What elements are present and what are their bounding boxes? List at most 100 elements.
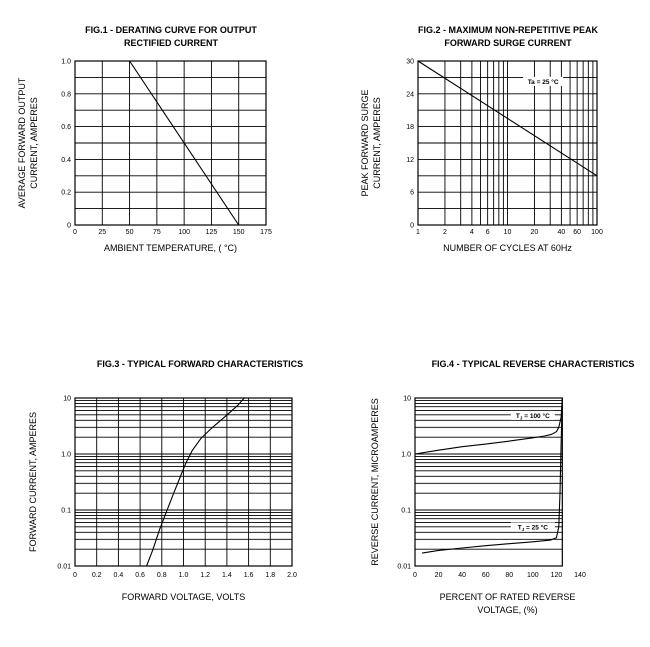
y-tick-label: 0	[410, 223, 414, 230]
series-line	[422, 397, 563, 554]
x-tick-label: 0	[73, 229, 77, 236]
chart-1: FIG.1 - DERATING CURVE FOR OUTPUT RECTIFI…	[17, 25, 272, 253]
x-tick-label: 1.8	[265, 572, 275, 579]
x-axis-label: AMBIENT TEMPERATURE, ( °C)	[104, 243, 237, 253]
x-tick-label: 140	[574, 572, 586, 579]
y-tick-label: 30	[406, 59, 414, 66]
y-tick-label: 24	[406, 91, 414, 98]
series-line	[414, 397, 563, 455]
x-tick-label: 0	[73, 572, 77, 579]
annotation-text: TJ = 100 °C	[516, 412, 550, 421]
y-axis-label: PEAK FORWARD SURGE	[360, 89, 370, 196]
annotation-text: Ta = 25 °C	[528, 78, 559, 86]
x-tick-label: 2	[443, 229, 447, 236]
chart-4: FIG.4 - TYPICAL REVERSE CHARACTERISTICS 0…	[370, 359, 634, 615]
y-tick-label: 0.6	[61, 124, 71, 131]
y-tick-label: 0.01	[57, 564, 71, 571]
chart-title: FORWARD SURGE CURRENT	[444, 38, 572, 48]
x-tick-label: 0	[413, 572, 417, 579]
x-tick-label: 1.0	[179, 572, 189, 579]
x-tick-label: 80	[505, 572, 513, 579]
chart-title: FIG.2 - MAXIMUM NON-REPETITIVE PEAK	[418, 25, 599, 35]
annotation: TJ = 25 °C	[510, 522, 555, 532]
x-tick-label: 40	[557, 229, 565, 236]
x-axis-label: VOLTAGE, (%)	[477, 605, 537, 615]
x-tick-label: 20	[435, 572, 443, 579]
x-tick-label: 60	[573, 229, 581, 236]
x-tick-label: 1.6	[244, 572, 254, 579]
plot-frame	[74, 60, 267, 226]
y-tick-label: 0	[67, 223, 71, 230]
x-tick-label: 40	[458, 572, 466, 579]
y-tick-label: 0.01	[397, 564, 411, 571]
y-axis-label: AVERAGE FORWARD OUTPUT	[17, 77, 27, 208]
x-tick-label: 100	[591, 229, 603, 236]
x-tick-label: 1.4	[222, 572, 232, 579]
y-axis-label: CURRENT, AMPERES	[372, 97, 382, 189]
x-tick-label: 100	[178, 229, 190, 236]
x-tick-label: 10	[504, 229, 512, 236]
x-axis-label: PERCENT OF RATED REVERSE	[440, 592, 576, 602]
annotation-box	[510, 522, 555, 532]
y-axis-label: FORWARD CURRENT, AMPERES	[28, 412, 38, 552]
y-tick-label: 1.0	[61, 452, 71, 459]
series-line	[146, 397, 245, 567]
chart-title: FIG.4 - TYPICAL REVERSE CHARACTERISTICS	[432, 359, 635, 369]
series-line	[417, 60, 598, 177]
y-tick-label: 1.0	[61, 59, 71, 66]
series-line	[75, 60, 240, 226]
annotation-box	[523, 76, 564, 86]
x-tick-label: 75	[153, 229, 161, 236]
plot-frame	[417, 60, 598, 226]
x-tick-label: 120	[551, 572, 563, 579]
chart-title: FIG.3 - TYPICAL FORWARD CHARACTERISTICS	[97, 359, 303, 369]
chart-2: FIG.2 - MAXIMUM NON-REPETITIVE PEAK FORWA…	[360, 25, 603, 253]
y-tick-label: 0.8	[61, 91, 71, 98]
x-tick-label: 2.0	[287, 572, 297, 579]
x-tick-label: 50	[126, 229, 134, 236]
x-tick-label: 4	[470, 229, 474, 236]
x-tick-label: 25	[98, 229, 106, 236]
y-tick-label: 0.4	[61, 157, 71, 164]
grid-lines	[75, 61, 266, 225]
y-tick-label: 0.2	[61, 190, 71, 197]
y-tick-label: 12	[406, 157, 414, 164]
x-axis-label: NUMBER OF CYCLES AT 60Hz	[443, 243, 572, 253]
chart-title: FIG.1 - DERATING CURVE FOR OUTPUT	[85, 25, 257, 35]
x-tick-label: 175	[260, 229, 272, 236]
x-tick-label: 0.4	[114, 572, 124, 579]
x-tick-label: 20	[531, 229, 539, 236]
y-tick-label: 10	[63, 396, 71, 403]
x-tick-label: 6	[486, 229, 490, 236]
annotation: TJ = 100 °C	[510, 410, 555, 421]
x-axis-label: FORWARD VOLTAGE, VOLTS	[122, 592, 246, 602]
x-tick-label: 100	[527, 572, 539, 579]
annotation-text: TJ = 25 °C	[518, 523, 549, 532]
grid-lines	[418, 61, 597, 225]
y-tick-label: 18	[406, 124, 414, 131]
y-tick-label: 0.1	[401, 508, 411, 515]
plot-frame	[74, 397, 293, 567]
x-tick-label: 0.8	[157, 572, 167, 579]
y-tick-label: 6	[410, 190, 414, 197]
y-axis-label: REVERSE CURRENT, MICROAMPERES	[370, 398, 380, 566]
chart-3: FIG.3 - TYPICAL FORWARD CHARACTERISTICS 0…	[28, 359, 303, 602]
x-tick-label: 1	[416, 229, 420, 236]
plot-frame	[414, 397, 563, 567]
chart-title: RECTIFIED CURRENT	[124, 38, 219, 48]
x-tick-label: 0.2	[92, 572, 102, 579]
y-tick-label: 10	[403, 396, 411, 403]
x-tick-label: 125	[206, 229, 218, 236]
annotation-box	[510, 410, 555, 420]
grid-lines	[75, 398, 292, 566]
x-tick-label: 60	[482, 572, 490, 579]
y-tick-label: 0.1	[61, 508, 71, 515]
x-tick-label: 1.2	[200, 572, 210, 579]
y-axis-label: CURRENT, AMPERES	[29, 97, 39, 189]
annotation: Ta = 25 °C	[523, 76, 564, 86]
grid-lines	[415, 400, 563, 550]
x-tick-label: 150	[233, 229, 245, 236]
y-tick-label: 1.0	[401, 452, 411, 459]
x-tick-label: 0.6	[135, 572, 145, 579]
